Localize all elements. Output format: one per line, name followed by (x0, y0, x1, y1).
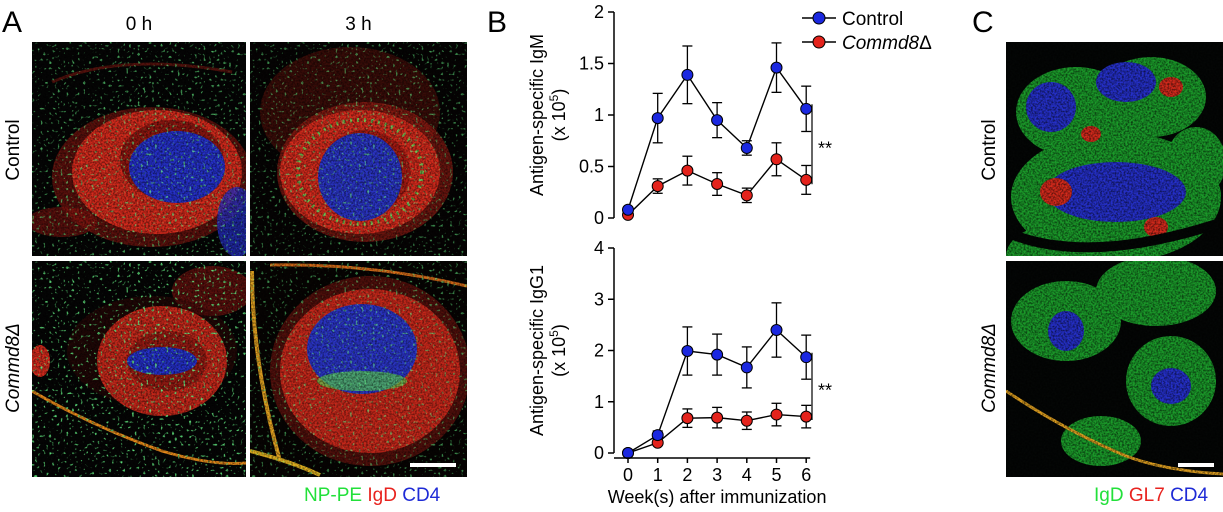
data-point-igg1-0-4 (740, 361, 753, 374)
data-point-igg1-1-4 (740, 414, 753, 427)
data-point-igm-1-1 (651, 180, 664, 193)
y-tick-label-igg1-1: 1 (594, 392, 604, 412)
y-tick-label-igg1-0: 0 (594, 443, 604, 463)
micrograph-c-control (1006, 42, 1223, 256)
data-point-igm-1-3 (711, 178, 724, 191)
data-point-igm-1-5 (770, 153, 783, 166)
data-point-igm-0-3 (711, 114, 724, 127)
data-point-igm-1-2 (681, 164, 694, 177)
data-point-igm-0-6 (800, 102, 813, 115)
panel-a-row-label-commd8: Commd8Δ (3, 323, 24, 413)
y-label-units-igg1: (x 105) (547, 324, 569, 377)
x-tick-label-5: 5 (771, 465, 781, 485)
legend-c-igd: IgD (1094, 485, 1124, 506)
panel-a-legend: NP-PE IgD CD4 (304, 485, 440, 507)
y-tick-label-igg1-2: 2 (594, 341, 604, 361)
y-tick-label-igm-3: 1.5 (579, 54, 604, 74)
x-tick-label-3: 3 (712, 465, 722, 485)
legend-igd: IgD (367, 485, 397, 506)
y-tick-label-igg1-3: 3 (594, 289, 604, 309)
x-tick-label-4: 4 (742, 465, 752, 485)
y-label-igg1: Antigen-specific IgG1 (527, 265, 547, 436)
y-tick-label-igg1-4: 4 (594, 238, 604, 258)
data-point-igg1-1-6 (800, 410, 813, 423)
y-tick-label-igm-2: 1 (594, 105, 604, 125)
panel-c-row-label-commd8: Commd8Δ (979, 323, 1000, 413)
y-tick-label-igm-1: 0.5 (579, 157, 604, 177)
micrograph-commd8-0h (32, 261, 246, 477)
significance-label-igm: ** (818, 138, 832, 158)
data-point-igg1-1-5 (770, 408, 783, 421)
panel-c-letter: C (972, 6, 994, 39)
y-tick-label-igm-0: 0 (594, 208, 604, 228)
data-point-igm-1-4 (740, 189, 753, 202)
data-point-igm-0-1 (651, 112, 664, 125)
x-tick-label-6: 6 (801, 465, 811, 485)
y-label-units-igm: (x 105) (547, 89, 569, 142)
panel-a-letter: A (2, 6, 23, 39)
panel-b-letter: B (487, 6, 508, 39)
legend-np-pe: NP-PE (304, 485, 363, 506)
legend-marker-0 (812, 11, 826, 25)
panel-a-column-header-3h: 3 h (345, 14, 372, 35)
x-tick-label-2: 2 (682, 465, 692, 485)
data-point-igg1-1-3 (711, 411, 724, 424)
y-tick-label-igm-4: 2 (594, 2, 604, 22)
data-point-igg1-0-2 (681, 345, 694, 358)
data-point-igm-0-4 (740, 141, 753, 154)
x-tick-label-0: 0 (623, 465, 633, 485)
legend-cd4: CD4 (402, 485, 441, 506)
panel-c-row-label-control: Control (979, 119, 1000, 181)
data-point-igg1-0-1 (651, 429, 664, 442)
data-point-igm-0-2 (681, 68, 694, 81)
legend-c-cd4: CD4 (1170, 485, 1209, 506)
legend-label-0: Control (842, 9, 903, 30)
x-tick-label-1: 1 (653, 465, 663, 485)
micrograph-control-0h (32, 42, 246, 256)
y-label-igm: Antigen-specific IgM (527, 34, 547, 196)
legend-label-1: Commd8Δ (842, 33, 932, 54)
legend-marker-1 (812, 35, 826, 49)
data-point-igm-0-5 (770, 61, 783, 74)
data-point-igg1-0-5 (770, 324, 783, 336)
data-point-igg1-0-3 (711, 348, 724, 361)
data-point-igg1-0-0 (622, 447, 634, 459)
data-point-igm-0-0 (622, 203, 634, 216)
micrograph-commd8-3h (250, 261, 467, 477)
micrograph-c-commd8 (1006, 261, 1223, 477)
panel-a-column-header-0h: 0 h (125, 14, 153, 35)
data-point-igg1-1-2 (681, 412, 694, 425)
x-axis-label: Week(s) after immunization (608, 487, 827, 507)
data-point-igg1-0-6 (800, 351, 813, 364)
panel-a-row-label-control: Control (3, 119, 24, 181)
data-point-igm-1-6 (800, 173, 813, 186)
panel-c-legend: IgD GL7 CD4 (1094, 485, 1208, 507)
significance-label-igg1: ** (818, 380, 832, 400)
micrograph-control-3h (250, 42, 467, 256)
legend-c-gl7: GL7 (1128, 485, 1165, 506)
